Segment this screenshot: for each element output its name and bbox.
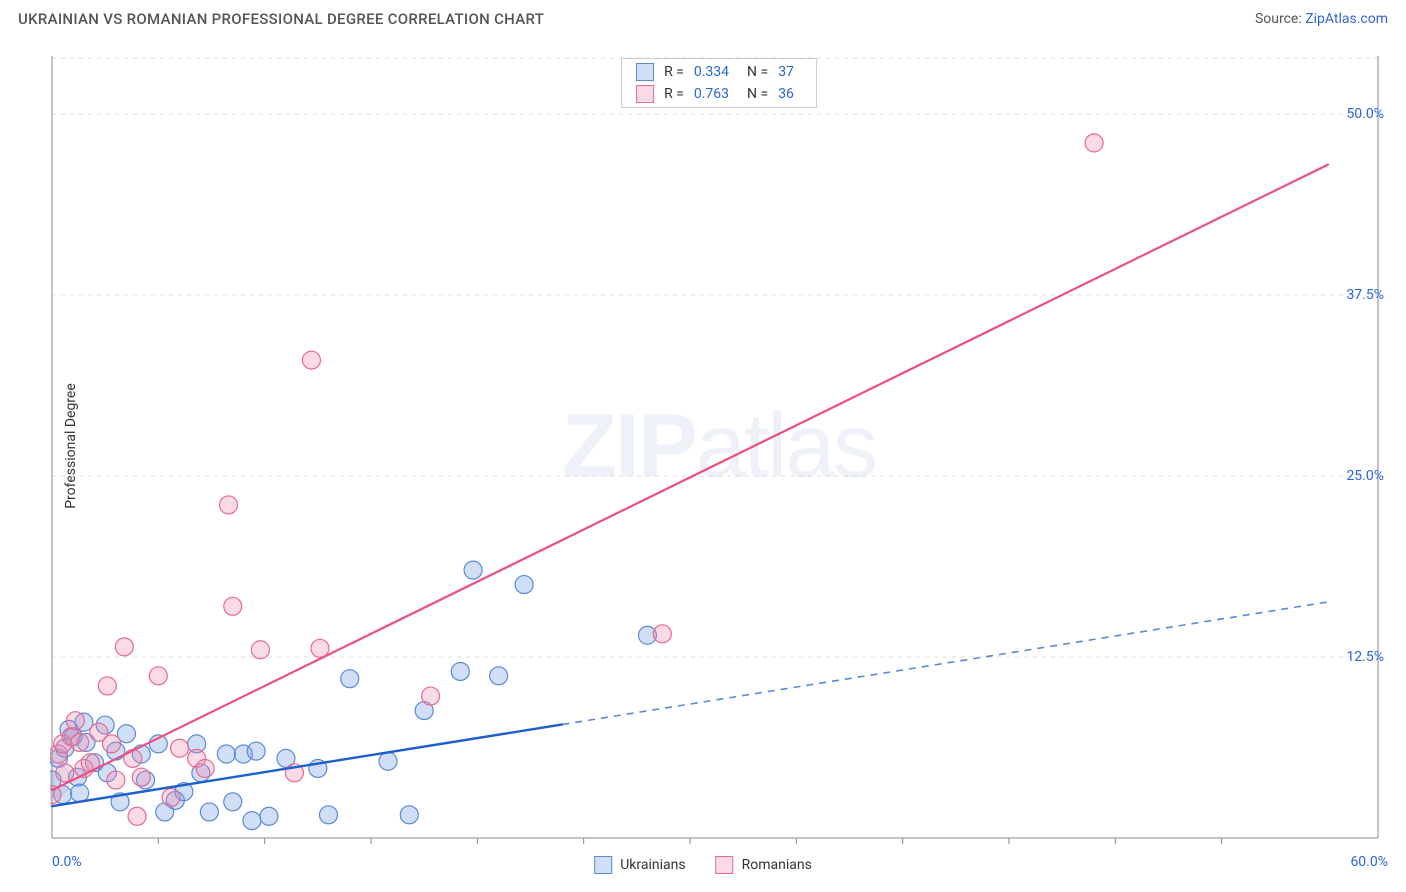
chart-title: UKRAINIAN VS ROMANIAN PROFESSIONAL DEGRE… <box>18 10 544 28</box>
legend-swatch <box>636 63 654 81</box>
y-tick-label: 12.5% <box>1346 649 1384 665</box>
y-tick-label: 25.0% <box>1346 468 1384 484</box>
series-legend: Ukrainians Romanians <box>594 856 812 874</box>
y-tick-label: 37.5% <box>1346 287 1384 303</box>
source-label: Source: ZipAtlas.com <box>1255 11 1388 27</box>
correlation-row: R = 0.763N = 36 <box>622 83 816 105</box>
correlation-row: R = 0.334N = 37 <box>622 61 816 83</box>
x-axis-max-label: 60.0% <box>1350 854 1388 870</box>
x-axis-min-label: 0.0% <box>52 854 82 870</box>
chart-area: ZIPatlas R = 0.334N = 37R = 0.763N = 36 … <box>50 50 1388 844</box>
scatter-plot <box>50 50 1388 844</box>
legend-swatch <box>716 856 734 874</box>
legend-item: Ukrainians <box>594 856 685 874</box>
correlation-legend: R = 0.334N = 37R = 0.763N = 36 <box>621 58 817 108</box>
y-tick-label: 50.0% <box>1346 106 1384 122</box>
legend-swatch <box>636 85 654 103</box>
legend-item: Romanians <box>716 856 812 874</box>
legend-swatch <box>594 856 612 874</box>
source-link[interactable]: ZipAtlas.com <box>1305 11 1388 27</box>
